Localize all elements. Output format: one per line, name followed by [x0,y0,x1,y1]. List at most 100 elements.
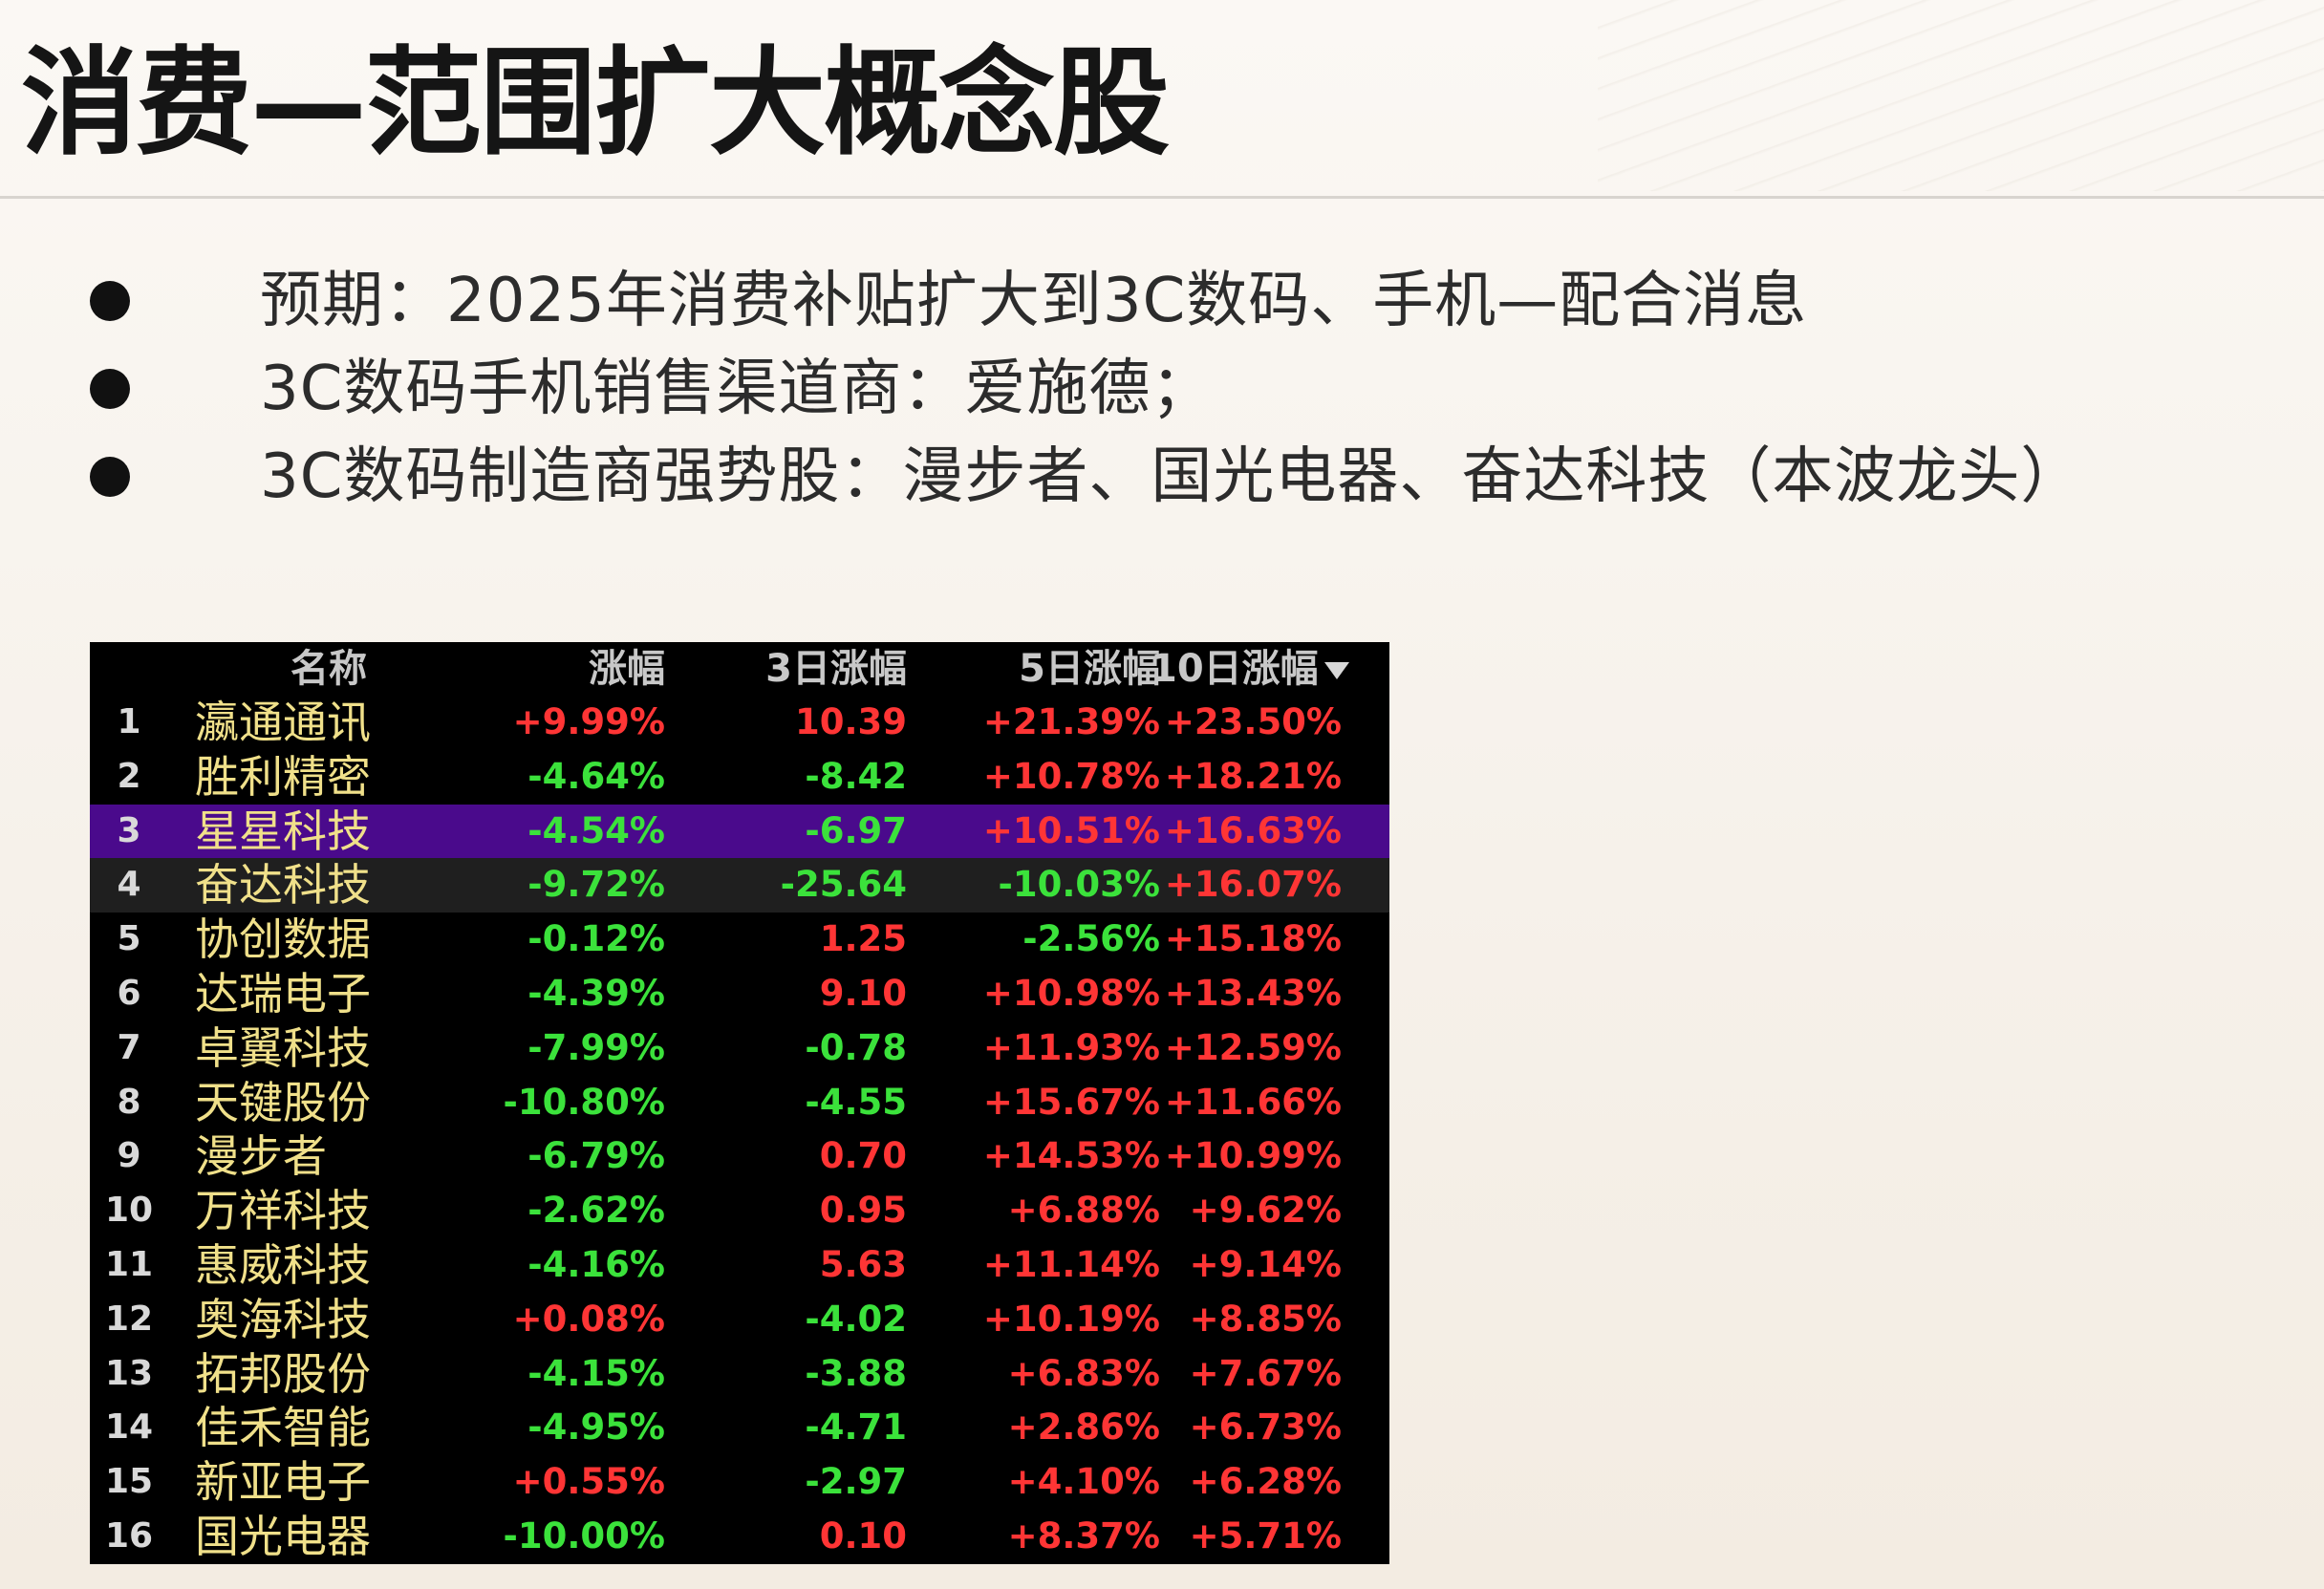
change-10d-value: +10.99% [1164,1135,1342,1177]
change-3d-value: 5.63 [819,1243,907,1285]
change-value: -4.64% [527,755,665,797]
row-index: 4 [117,865,141,905]
table-row[interactable]: 6 达瑞电子 -4.39% 9.10 +10.98% +13.43% [90,967,1389,1021]
change-value: -10.80% [503,1081,665,1123]
change-10d-value: +16.07% [1164,864,1342,906]
stock-name: 奥海科技 [195,1293,371,1345]
table-row[interactable]: 12 奥海科技 +0.08% -4.02 +10.19% +8.85% [90,1293,1389,1347]
change-3d-value: -4.71 [805,1406,907,1449]
change-3d-value: -4.55 [805,1081,907,1123]
column-header-change[interactable]: 涨幅 [589,647,665,691]
table-row[interactable]: 1 瀛通通讯 +9.99% 10.39 +21.39% +23.50% [90,696,1389,750]
table-row[interactable]: 16 国光电器 -10.00% 0.10 +8.37% +5.71% [90,1510,1389,1564]
change-10d-cell: +23.50% [1151,696,1389,750]
change-5d-value: +4.10% [1007,1461,1160,1503]
change-5d-value: +10.98% [982,972,1160,1014]
change-5d-value: +8.37% [1007,1514,1160,1557]
table-row[interactable]: 5 协创数据 -0.12% 1.25 -2.56% +15.18% [90,913,1389,967]
change-10d-value: +9.14% [1189,1243,1342,1285]
table-row[interactable]: 2 胜利精密 -4.64% -8.42 +10.78% +18.21% [90,750,1389,805]
change-10d-cell: +15.18% [1151,913,1389,967]
change-5d-value: +6.88% [1007,1190,1160,1232]
change-5d-value: +10.51% [982,809,1160,851]
change-10d-cell: +8.85% [1151,1293,1389,1347]
change-5d-value: +6.83% [1007,1352,1160,1394]
column-header-change-10d-label: 10日涨幅 [1151,647,1319,691]
change-3d-value: -6.97 [805,809,907,851]
change-10d-value: +13.43% [1164,972,1342,1014]
column-header-change-3d[interactable]: 3日涨幅 [765,647,907,691]
row-index: 14 [104,1407,154,1448]
stock-name: 瀛通通讯 [195,697,371,748]
change-10d-cell: +16.63% [1151,805,1389,859]
stock-name: 拓邦股份 [195,1347,371,1400]
change-10d-value: +16.63% [1164,809,1342,851]
row-index: 11 [104,1244,154,1284]
change-5d-value: +15.67% [982,1081,1160,1123]
change-3d-value: -3.88 [805,1352,907,1394]
stock-name: 奋达科技 [195,859,371,912]
change-value: -4.95% [527,1406,665,1449]
change-5d-value: +10.78% [982,755,1160,797]
change-3d-value: -2.97 [805,1461,907,1503]
bullet-text: 3C数码手机销售渠道商：爱施德； [260,354,1214,424]
table-row[interactable]: 11 惠威科技 -4.16% 5.63 +11.14% +9.14% [90,1238,1389,1293]
row-index: 6 [117,973,141,1013]
table-row[interactable]: 14 佳禾智能 -4.95% -4.71 +2.86% +6.73% [90,1401,1389,1455]
change-value: -4.16% [527,1243,665,1285]
table-row[interactable]: 10 万祥科技 -2.62% 0.95 +6.88% +9.62% [90,1184,1389,1238]
change-value: -2.62% [527,1190,665,1232]
change-10d-value: +7.67% [1189,1352,1342,1394]
change-value: +0.55% [512,1461,665,1503]
row-index: 10 [104,1191,154,1231]
change-3d-value: 0.95 [819,1190,907,1232]
stock-name: 万祥科技 [195,1185,371,1237]
change-10d-cell: +18.21% [1151,750,1389,805]
change-10d-cell: +6.28% [1151,1455,1389,1510]
row-index: 12 [104,1299,154,1339]
stock-name: 胜利精密 [195,750,371,803]
change-value: +0.08% [512,1298,665,1340]
change-value: -4.39% [527,972,665,1014]
table-row[interactable]: 13 拓邦股份 -4.15% -3.88 +6.83% +7.67% [90,1347,1389,1402]
change-value: -4.54% [527,809,665,851]
change-10d-value: +6.73% [1189,1406,1342,1449]
bullet-dot-icon [90,457,130,497]
change-10d-cell: +10.99% [1151,1129,1389,1184]
change-10d-value: +11.66% [1164,1081,1342,1123]
stock-name: 星星科技 [195,805,371,857]
change-3d-value: 1.25 [819,918,907,960]
change-10d-cell: +13.43% [1151,967,1389,1021]
table-row[interactable]: 7 卓翼科技 -7.99% -0.78 +11.93% +12.59% [90,1021,1389,1076]
change-10d-value: +12.59% [1164,1026,1342,1068]
row-index: 8 [117,1082,141,1122]
change-10d-cell: +11.66% [1151,1076,1389,1130]
stock-name: 天键股份 [195,1076,371,1128]
corner-decoration [1598,0,2324,191]
change-10d-cell: +6.73% [1151,1401,1389,1455]
change-10d-value: +6.28% [1189,1461,1342,1503]
change-10d-cell: +16.07% [1151,858,1389,913]
change-3d-value: -25.64 [780,864,907,906]
change-3d-value: 10.39 [794,701,907,742]
table-body: 1 瀛通通讯 +9.99% 10.39 +21.39% +23.50% 2 胜利精密 -4.64… [90,696,1389,1564]
table-row[interactable]: 4 奋达科技 -9.72% -25.64 -10.03% +16.07% [90,858,1389,913]
column-header-change-5d[interactable]: 5日涨幅 [1019,647,1160,691]
column-header-change-10d[interactable]: 10日涨幅 [1151,642,1349,696]
column-header-name[interactable]: 名称 [290,647,367,691]
table-row[interactable]: 3 星星科技 -4.54% -6.97 +10.51% +16.63% [90,804,1389,859]
table-row[interactable]: 8 天键股份 -10.80% -4.55 +15.67% +11.66% [90,1076,1389,1130]
change-10d-value: +8.85% [1189,1298,1342,1340]
change-10d-cell: +5.71% [1151,1510,1389,1564]
change-value: -7.99% [527,1026,665,1068]
change-10d-value: +15.18% [1164,918,1342,960]
table-row[interactable]: 9 漫步者 -6.79% 0.70 +14.53% +10.99% [90,1129,1389,1184]
table-row[interactable]: 15 新亚电子 +0.55% -2.97 +4.10% +6.28% [90,1455,1389,1510]
row-index: 7 [117,1027,141,1067]
change-3d-value: 9.10 [819,972,907,1014]
bullet-item: 3C数码手机销售渠道商：爱施德； [0,346,2324,432]
change-3d-value: -8.42 [805,755,907,797]
row-index: 15 [104,1462,154,1502]
change-10d-value: +5.71% [1189,1514,1342,1557]
change-value: -9.72% [527,864,665,906]
